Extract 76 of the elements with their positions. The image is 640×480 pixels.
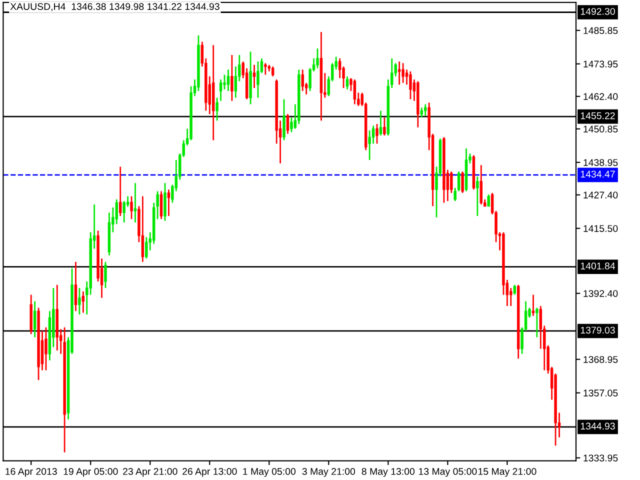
y-tick-label: 1450.85 (584, 126, 618, 133)
candlestick (368, 130, 371, 161)
candlestick (286, 113, 290, 135)
candlestick (510, 287, 512, 307)
candlestick (409, 70, 412, 100)
candlestick (271, 66, 274, 78)
y-tick-label: 1427.40 (584, 192, 618, 198)
candlestick (160, 190, 163, 220)
y-tick-label: 1473.95 (584, 60, 618, 68)
ref-line-label: 1492.30 (580, 8, 615, 15)
candlestick (74, 261, 78, 312)
candlestick (216, 97, 218, 122)
ref-line-label: 1401.84 (580, 262, 616, 270)
x-tick-label: 13 May 05:00 (418, 468, 477, 477)
candlestick (264, 62, 267, 76)
y-tick-label: 1357.05 (584, 390, 618, 396)
x-tick-label: 19 Apr 05:00 (64, 468, 118, 477)
candlestick (383, 116, 386, 136)
candlestick (405, 68, 408, 86)
candlestick (316, 48, 319, 69)
y-tick-label: 1462.40 (584, 93, 618, 100)
candlestick (450, 170, 453, 194)
candlestick (145, 236, 148, 260)
candlestick (480, 164, 483, 206)
candlestick (219, 78, 222, 102)
candlestick (167, 188, 170, 217)
candlestick (44, 326, 48, 371)
candlestick (346, 76, 349, 90)
candlestick (301, 68, 304, 92)
candlestick (513, 284, 516, 296)
candlestick (252, 64, 256, 89)
candlestick (118, 166, 122, 217)
candlestick (282, 98, 286, 141)
x-tick-label: 23 Apr 21:00 (123, 468, 178, 477)
candlestick (223, 74, 226, 90)
candlestick (487, 194, 490, 208)
candlestick (256, 60, 260, 98)
y-tick-label: 1438.95 (584, 159, 618, 166)
x-tick-label: 26 Apr 13:00 (182, 468, 237, 477)
x-tick-label: 16 Apr 2013 (6, 468, 57, 477)
x-tick-label: 8 May 13:00 (362, 468, 415, 477)
candlestick (536, 307, 538, 338)
x-tick-label: 15 May 21:00 (478, 468, 536, 477)
chart-title: XAUUSD,H4 1346.38 1349.98 1341.22 1344.93 (10, 3, 220, 12)
candlestick (104, 261, 107, 289)
candlestick (379, 110, 382, 136)
y-tick-label: 1392.40 (584, 290, 618, 297)
candlestick (141, 196, 144, 263)
y-tick-label: 1485.85 (584, 27, 618, 34)
candlestick (532, 294, 535, 317)
candlestick (230, 54, 234, 102)
ref-line-label: 1455.22 (580, 112, 615, 120)
candlestick (134, 182, 137, 224)
ref-line-label: 1434.47 (580, 170, 615, 178)
candlestick (226, 68, 230, 92)
y-tick-label: 1415.50 (584, 225, 618, 232)
candlestick (122, 200, 126, 224)
candlestick (164, 182, 166, 222)
candlestick (115, 198, 118, 225)
candlestick (130, 196, 133, 220)
candlestick (420, 106, 424, 118)
y-tick-label: 1333.95 (584, 454, 618, 462)
candlestick (338, 58, 342, 79)
candlestick (476, 176, 479, 217)
candlestick (353, 78, 356, 105)
candlestick (33, 300, 36, 338)
candlestick (402, 62, 404, 84)
x-tick-label: 1 May 05:00 (243, 468, 296, 477)
candlestick (461, 170, 464, 194)
ref-line-label: 1344.93 (580, 422, 615, 430)
candlestick (78, 287, 81, 316)
y-tick-label: 1368.95 (584, 356, 618, 363)
x-tick-label: 3 May 21:00 (302, 468, 356, 477)
ref-line-label: 1379.03 (580, 326, 615, 334)
candlestick (82, 290, 85, 314)
candlestick (376, 123, 378, 144)
